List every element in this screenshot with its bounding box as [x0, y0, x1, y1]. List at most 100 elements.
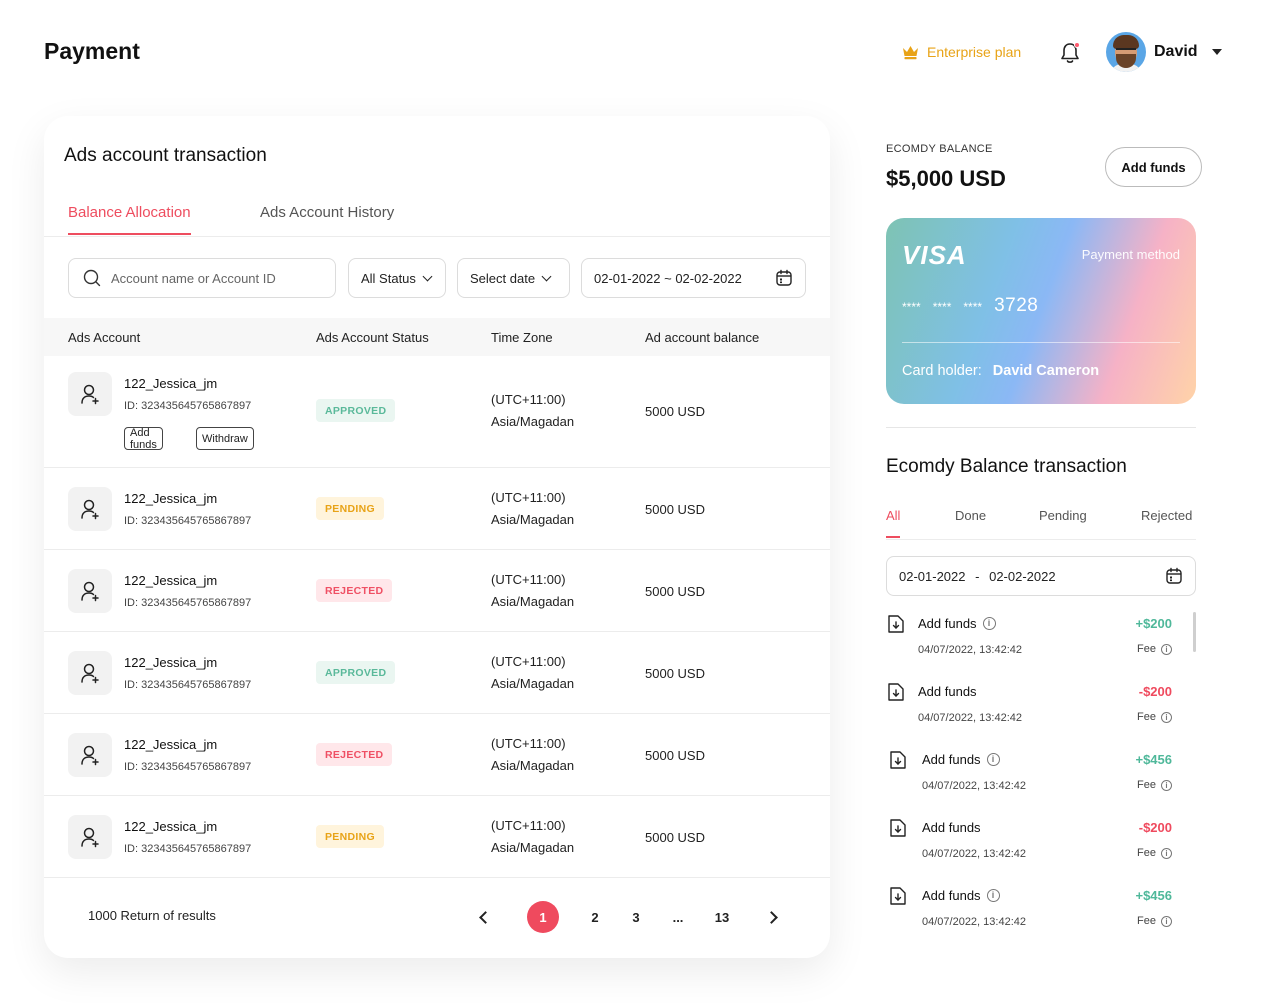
transaction-item[interactable]: Add funds 04/07/2022, 13:42:42 -$200 Fee…	[886, 681, 1176, 731]
card-last4: 3728	[994, 295, 1039, 316]
user-icon	[68, 815, 112, 859]
fee-label: Fee	[1137, 779, 1156, 791]
date-to: 02-02-2022	[989, 568, 1056, 584]
account-name: 122_Jessica_jm	[124, 655, 218, 670]
transaction-title-row: Add funds i	[918, 616, 996, 631]
transaction-amount: -$200	[1138, 820, 1172, 835]
table-row[interactable]: 122_Jessica_jm ID: 323435645765867897 PE…	[44, 796, 830, 878]
card-divider	[902, 342, 1180, 343]
transaction-title: Add funds	[922, 752, 981, 767]
table-row[interactable]: 122_Jessica_jm ID: 323435645765867897 AP…	[44, 632, 830, 714]
balance-date-range-picker[interactable]: 02-01-2022 - 02-02-2022	[886, 556, 1196, 596]
tz-name: Asia/Magadan	[491, 594, 575, 609]
bell-icon	[1061, 43, 1079, 63]
masked-group: ****	[902, 300, 921, 314]
status-select[interactable]: All Status	[348, 258, 446, 298]
transaction-item[interactable]: Add funds i 04/07/2022, 13:42:42 +$456 F…	[886, 885, 1176, 935]
transaction-date: 04/07/2022, 13:42:42	[922, 916, 1026, 928]
transaction-amount: -$200	[1138, 684, 1172, 699]
tz-offset: (UTC+11:00)	[491, 572, 566, 587]
date-select[interactable]: Select date	[457, 258, 570, 298]
transaction-amount: +$456	[1135, 888, 1172, 903]
status-badge: APPROVED	[316, 399, 396, 422]
info-icon[interactable]: i	[1161, 915, 1172, 927]
row-withdraw-button[interactable]: Withdraw	[196, 427, 254, 450]
payment-method-label: Payment method	[1081, 247, 1180, 262]
next-page-button[interactable]	[757, 901, 789, 933]
fee-label: Fee	[1137, 915, 1156, 927]
row-add-funds-button[interactable]: Add funds	[124, 427, 163, 451]
transaction-fee: Fee i	[1137, 643, 1172, 655]
status-badge: PENDING	[316, 825, 384, 848]
tz-offset: (UTC+11:00)	[491, 818, 566, 833]
table-row[interactable]: 122_Jessica_jm ID: 323435645765867897 RE…	[44, 550, 830, 632]
tab-ads-account-history[interactable]: Ads Account History	[260, 204, 395, 221]
page-13-button[interactable]: 13	[714, 909, 730, 925]
card-number: **** **** **** 3728	[902, 295, 1038, 317]
info-icon[interactable]: i	[1161, 711, 1172, 723]
fee-label: Fee	[1137, 711, 1156, 723]
user-icon	[68, 651, 112, 695]
tab-all[interactable]: All	[886, 508, 901, 538]
tab-balance-allocation[interactable]: Balance Allocation	[68, 204, 191, 235]
transaction-item[interactable]: Add funds i 04/07/2022, 13:42:42 +$200 F…	[886, 613, 1176, 663]
transaction-date: 04/07/2022, 13:42:42	[922, 848, 1026, 860]
fee-label: Fee	[1137, 847, 1156, 859]
time-zone: (UTC+11:00) Asia/Magadan	[491, 487, 574, 531]
tz-name: Asia/Magadan	[491, 512, 575, 527]
ads-transaction-card: Ads account transaction Balance Allocati…	[44, 116, 830, 958]
tab-rejected[interactable]: Rejected	[1141, 508, 1193, 523]
prev-page-button[interactable]	[467, 901, 499, 933]
tab-pending[interactable]: Pending	[1039, 508, 1087, 523]
table-row[interactable]: 122_Jessica_jm ID: 323435645765867897 Ad…	[44, 356, 830, 468]
scrollbar[interactable]	[1193, 612, 1196, 652]
page-ellipsis: ...	[672, 909, 684, 925]
account-name: 122_Jessica_jm	[124, 491, 218, 506]
tz-offset: (UTC+11:00)	[491, 654, 566, 669]
search-input[interactable]	[111, 270, 321, 286]
balance-amount: $5,000 USD	[886, 166, 1006, 191]
status-badge: REJECTED	[316, 579, 393, 602]
date-range-picker[interactable]: 02-01-2022 ~ 02-02-2022	[581, 258, 806, 298]
page-3-button[interactable]: 3	[632, 909, 640, 925]
account-balance: 5000 USD	[645, 404, 705, 419]
transaction-item[interactable]: Add funds 04/07/2022, 13:42:42 -$200 Fee…	[886, 817, 1176, 867]
info-icon[interactable]: i	[986, 889, 1000, 902]
info-icon[interactable]: i	[982, 617, 996, 630]
account-id: ID: 323435645765867897	[124, 761, 252, 773]
column-header: Time Zone	[491, 330, 553, 345]
date-range-value: 02-01-2022 ~ 02-02-2022	[594, 270, 742, 286]
transaction-title-row: Add funds i	[922, 888, 1000, 903]
table-row[interactable]: 122_Jessica_jm ID: 323435645765867897 RE…	[44, 714, 830, 796]
caret-down-icon	[1211, 49, 1222, 55]
user-icon	[68, 372, 112, 416]
tz-offset: (UTC+11:00)	[491, 490, 566, 505]
time-zone: (UTC+11:00) Asia/Magadan	[491, 651, 574, 695]
date-range-value: 02-01-2022 - 02-02-2022	[899, 569, 1056, 584]
transaction-title: Add funds	[918, 616, 977, 631]
page-1-button[interactable]: 1	[527, 901, 559, 933]
transaction-item[interactable]: Add funds i 04/07/2022, 13:42:42 +$456 F…	[886, 749, 1176, 799]
info-icon[interactable]: i	[1161, 779, 1172, 791]
transaction-fee: Fee i	[1137, 711, 1172, 723]
info-icon[interactable]: i	[1161, 643, 1172, 655]
info-icon[interactable]: i	[986, 753, 1000, 766]
transaction-date: 04/07/2022, 13:42:42	[918, 712, 1022, 724]
date-separator: -	[975, 568, 980, 584]
calendar-icon	[1166, 567, 1182, 584]
table-row[interactable]: 122_Jessica_jm ID: 323435645765867897 PE…	[44, 468, 830, 550]
page-2-button[interactable]: 2	[591, 909, 599, 925]
account-balance: 5000 USD	[645, 502, 705, 517]
plan-link[interactable]: Enterprise plan	[902, 44, 1021, 60]
download-doc-icon	[890, 887, 906, 905]
notification-button[interactable]	[1059, 41, 1081, 65]
time-zone: (UTC+11:00) Asia/Magadan	[491, 733, 574, 777]
add-funds-button[interactable]: Add funds	[1105, 147, 1202, 187]
user-menu[interactable]: David	[1106, 32, 1222, 72]
payment-card[interactable]: VISA Payment method **** **** **** 3728 …	[886, 218, 1196, 404]
page-title: Payment	[44, 38, 140, 64]
info-icon[interactable]: i	[1161, 847, 1172, 859]
account-balance: 5000 USD	[645, 830, 705, 845]
tab-done[interactable]: Done	[955, 508, 987, 523]
crown-icon	[903, 45, 918, 59]
